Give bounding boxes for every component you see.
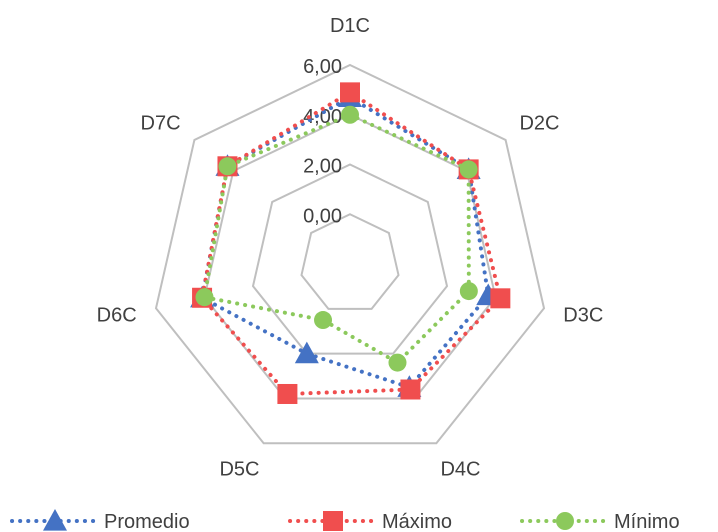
category-label: D4C [440, 459, 480, 481]
category-label: D6C [97, 305, 137, 327]
category-label: D5C [219, 459, 259, 481]
grid-ring [300, 213, 400, 310]
legend-label: Promedio [104, 511, 190, 532]
legend-marker [323, 511, 343, 531]
legend-marker [556, 512, 574, 530]
data-point [195, 288, 214, 307]
grid-ring [251, 163, 449, 355]
category-label: D2C [519, 112, 559, 134]
legend: Promedio Máximo Mínimo [10, 509, 680, 532]
legend-item: Mínimo [520, 511, 680, 532]
series-line [202, 112, 471, 366]
tick-label: 6,00 [303, 56, 342, 78]
data-point [341, 105, 359, 124]
data-point [314, 311, 333, 330]
legend-item: Promedio [10, 509, 190, 532]
legend-marker [43, 509, 67, 531]
legend-label: Mínimo [614, 511, 680, 532]
tick-label: 0,00 [303, 205, 342, 227]
series [190, 82, 511, 404]
series-line [199, 90, 503, 397]
series-Mínimo [195, 105, 478, 372]
data-point [388, 353, 407, 372]
data-point [218, 157, 237, 176]
category-label: D1C [330, 15, 370, 37]
category-labels: D1C D2C D3C D4C D5C D6C D7C [97, 15, 604, 481]
data-point [490, 288, 511, 309]
data-point [400, 379, 421, 400]
data-point [277, 383, 298, 404]
series-Máximo [192, 82, 511, 404]
data-point [340, 82, 360, 103]
data-point [294, 341, 319, 364]
legend-label: Máximo [382, 511, 452, 532]
data-point [459, 160, 478, 179]
tick-label: 2,00 [303, 156, 342, 178]
tick-labels: 0,00 2,00 4,00 6,00 [303, 56, 342, 227]
grid-ring [154, 63, 546, 445]
tick-label: 4,00 [303, 106, 342, 128]
legend-item: Máximo [288, 511, 452, 532]
data-point [459, 282, 478, 301]
category-label: D3C [563, 305, 603, 327]
category-label: D7C [141, 112, 181, 134]
